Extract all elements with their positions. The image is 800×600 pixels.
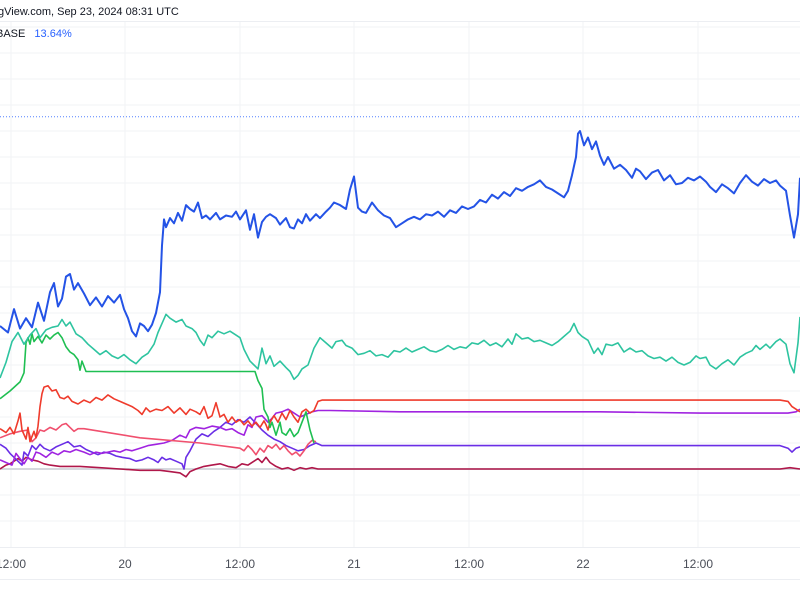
series-line-dark-red <box>0 456 800 478</box>
x-tick-label: 12:00 <box>682 557 714 571</box>
chart-source-label: gView.com, Sep 23, 2024 08:31 UTC <box>0 6 179 18</box>
series-line-teal <box>0 313 800 381</box>
header-divider <box>0 21 800 22</box>
x-tick-label: 12:00 <box>0 557 27 571</box>
legend-symbol: BASE <box>0 28 26 40</box>
series-line-pink <box>0 422 317 457</box>
x-tick-label: 20 <box>118 557 132 571</box>
series-line-base <box>0 130 800 338</box>
chart-legend: BASE 13.64% <box>0 28 72 40</box>
x-tick-label: 21 <box>347 557 361 571</box>
x-tick-label: 12:00 <box>224 557 256 571</box>
x-axis[interactable]: 12:00 20 12:00 21 12:00 22 12:00 <box>0 547 800 580</box>
chart-header: gView.com, Sep 23, 2024 08:31 UTC <box>0 0 800 22</box>
chart-plot-area[interactable] <box>0 0 800 547</box>
x-tick-label: 12:00 <box>453 557 485 571</box>
series-lines <box>0 130 800 478</box>
series-line-red <box>0 384 800 443</box>
x-tick-label: 22 <box>576 557 590 571</box>
legend-value: 13.64% <box>34 28 72 40</box>
series-line-purple <box>0 416 800 470</box>
